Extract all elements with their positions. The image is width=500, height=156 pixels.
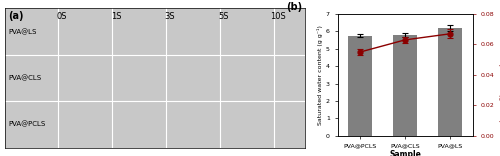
Y-axis label: Saturated water content (g g⁻¹): Saturated water content (g g⁻¹) <box>317 25 323 125</box>
X-axis label: Sample: Sample <box>389 150 421 156</box>
Text: PVA@CLS: PVA@CLS <box>8 75 41 81</box>
Y-axis label: Water transport rate (g·min⁻¹): Water transport rate (g·min⁻¹) <box>498 27 500 122</box>
Bar <box>392 35 417 136</box>
Text: PVA@PCLS: PVA@PCLS <box>8 121 45 128</box>
Bar <box>438 28 462 136</box>
Text: 10S: 10S <box>270 12 286 21</box>
Text: (a): (a) <box>8 11 24 21</box>
Text: 5S: 5S <box>219 12 229 21</box>
Text: 1S: 1S <box>111 12 121 21</box>
Bar <box>348 36 372 136</box>
Text: 3S: 3S <box>164 12 175 21</box>
Text: 0S: 0S <box>57 12 67 21</box>
Text: (b): (b) <box>286 2 302 12</box>
Text: PVA@LS: PVA@LS <box>8 28 36 35</box>
